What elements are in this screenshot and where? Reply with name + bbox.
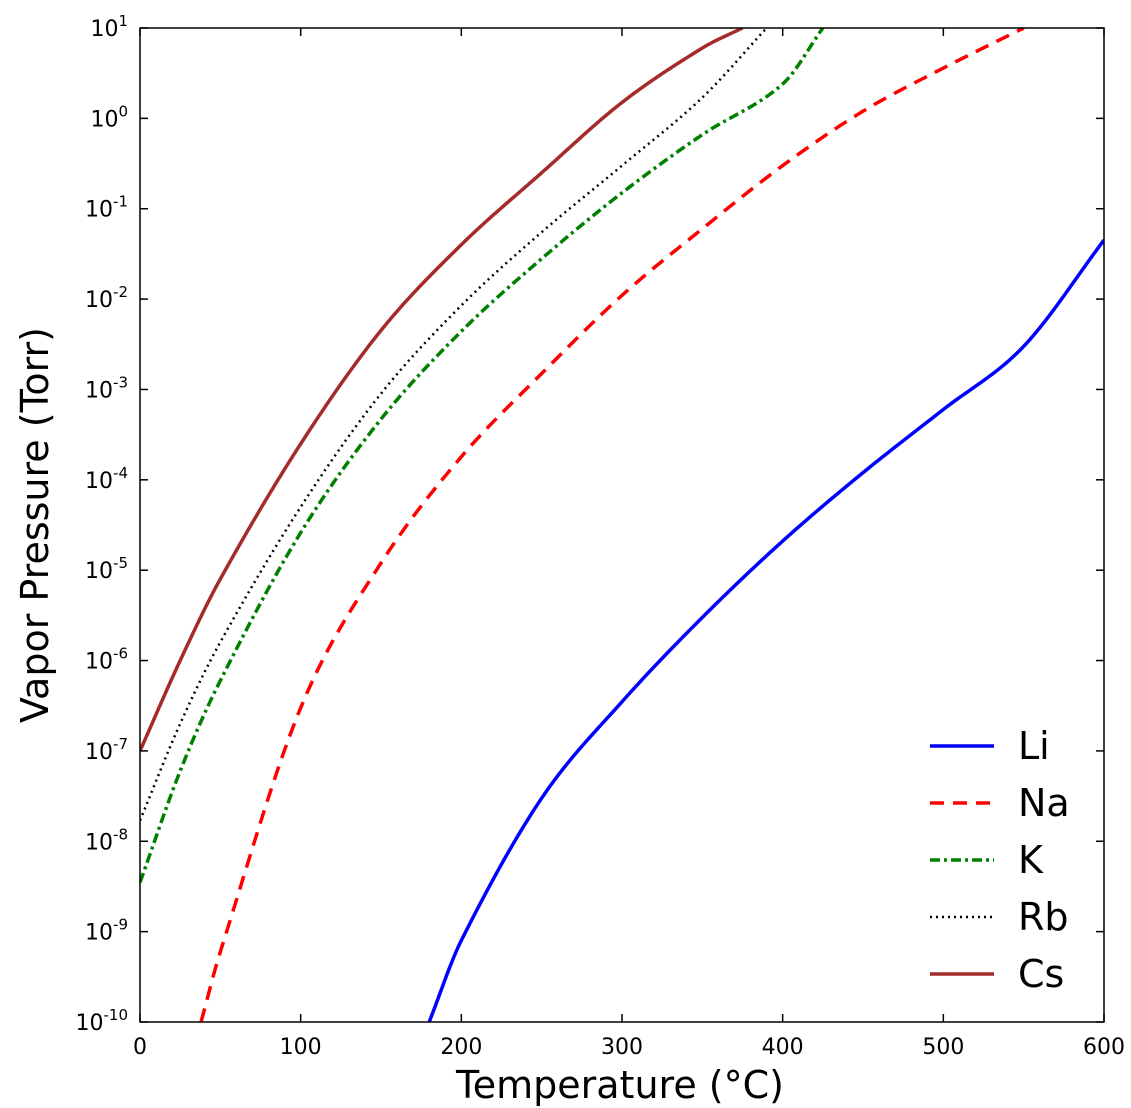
legend-label-cs: Cs [1018, 952, 1064, 996]
x-tick-labels: 0 100 200 300 400 500 600 [133, 1035, 1125, 1060]
y-tick-label: 10-10 [76, 1006, 129, 1036]
y-tick-label: 10-3 [85, 373, 128, 403]
y-tick-label: 10-8 [85, 825, 128, 855]
series-line-k [140, 28, 825, 884]
axis-ticks [139, 27, 1105, 1023]
y-tick-labels: 101 100 10-1 10-2 10-3 10-4 10-5 10-6 10-7 10-8 10… [76, 12, 129, 1036]
y-tick-label: 100 [90, 102, 128, 132]
y-tick-label: 10-5 [85, 554, 128, 584]
x-tick-label: 200 [440, 1035, 482, 1060]
x-tick-label: 400 [762, 1035, 804, 1060]
plot-frame [139, 27, 1105, 1023]
x-tick-label: 600 [1083, 1035, 1125, 1060]
x-axis-label: Temperature (°C) [455, 1063, 784, 1107]
y-tick-label: 10-9 [85, 916, 128, 946]
plot-curves [140, 28, 1104, 1022]
y-tick-label: 10-1 [85, 193, 128, 223]
y-tick-label: 101 [90, 12, 128, 42]
x-tick-label: 0 [133, 1035, 147, 1060]
x-tick-label: 100 [280, 1035, 322, 1060]
series-line-na [199, 28, 1025, 1022]
series-line-rb [140, 28, 768, 821]
x-tick-label: 300 [601, 1035, 643, 1060]
legend-label-na: Na [1018, 781, 1070, 825]
y-tick-label: 10-2 [85, 283, 128, 313]
legend-label-li: Li [1018, 724, 1050, 768]
series-line-li [427, 239, 1104, 1022]
y-tick-label: 10-4 [85, 464, 128, 494]
legend: Li Na K Rb Cs [930, 724, 1070, 996]
x-tick-label: 500 [922, 1035, 964, 1060]
y-tick-label: 10-6 [85, 645, 128, 675]
series-line-cs [140, 28, 744, 752]
y-tick-label: 10-7 [85, 735, 128, 765]
legend-label-k: K [1018, 838, 1044, 882]
legend-label-rb: Rb [1018, 895, 1069, 939]
y-axis-label: Vapor Pressure (Torr) [13, 327, 57, 723]
